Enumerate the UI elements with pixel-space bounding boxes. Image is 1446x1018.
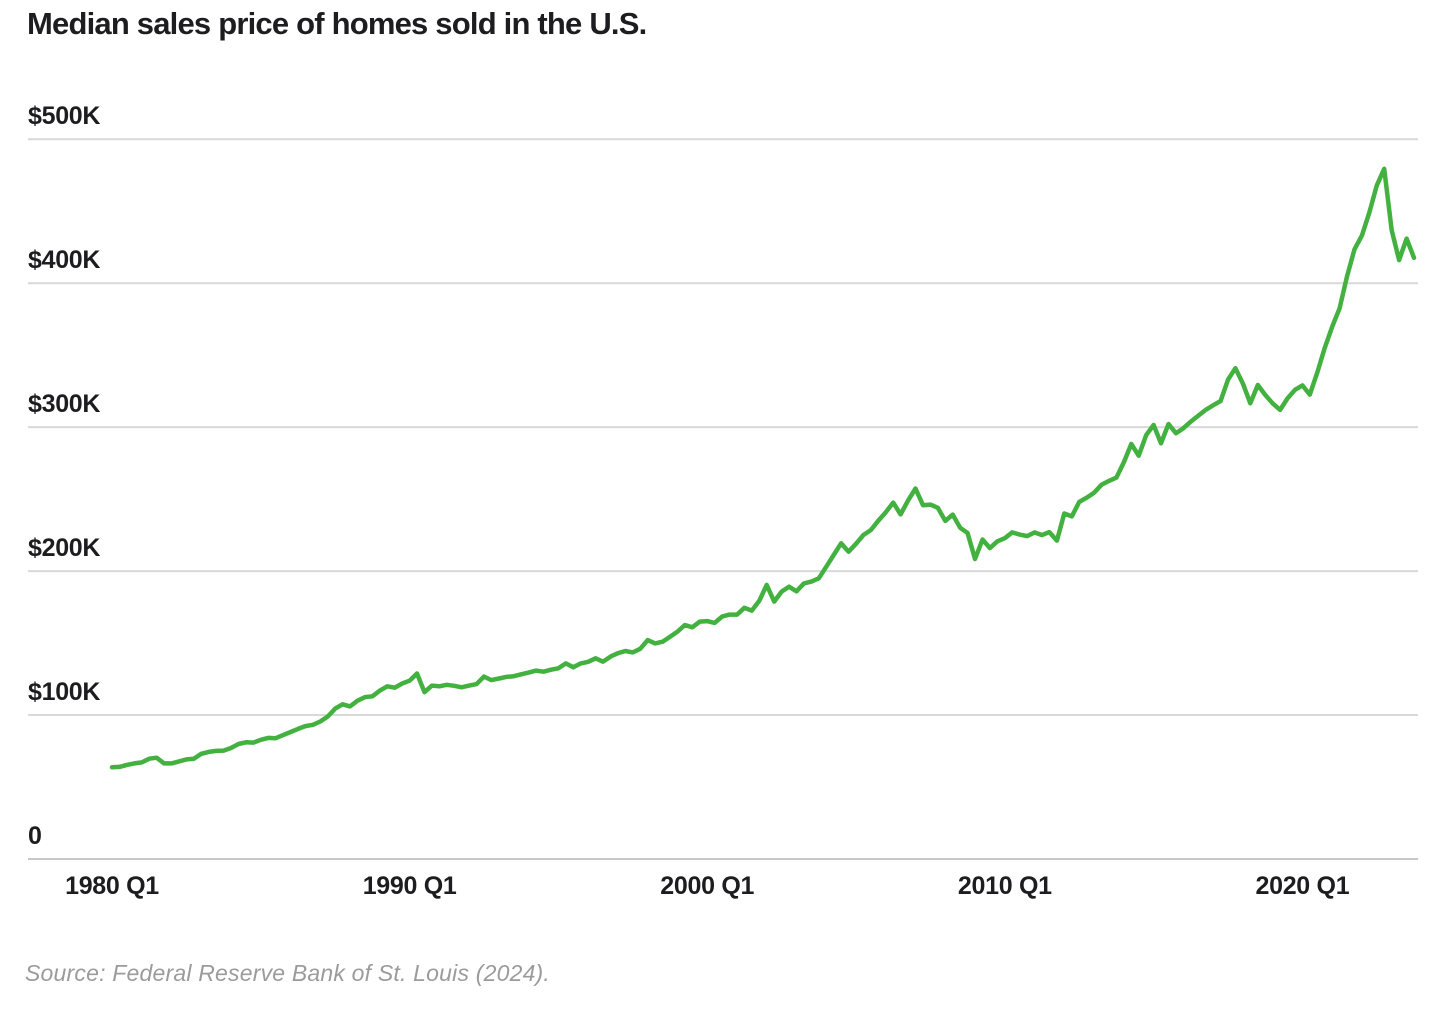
x-axis-label: 2020 Q1 [1255,872,1350,900]
source-note: Source: Federal Reserve Bank of St. Loui… [25,960,551,986]
median-price-line [109,166,1417,770]
y-axis-label: $100K [28,678,101,707]
y-axis-label: $400K [28,246,101,275]
x-axis-label: 2010 Q1 [957,872,1052,900]
x-axis-label: 2000 Q1 [660,872,755,900]
x-axis-label: 1980 Q1 [65,872,159,900]
y-axis-label: 0 [28,822,42,850]
chart-title: Median sales price of homes sold in the … [27,6,647,41]
y-axis-label: $200K [28,534,101,563]
y-axis-label: $500K [28,102,101,131]
y-axis-label: $300K [28,390,101,419]
x-axis-label: 1990 Q1 [362,872,457,900]
